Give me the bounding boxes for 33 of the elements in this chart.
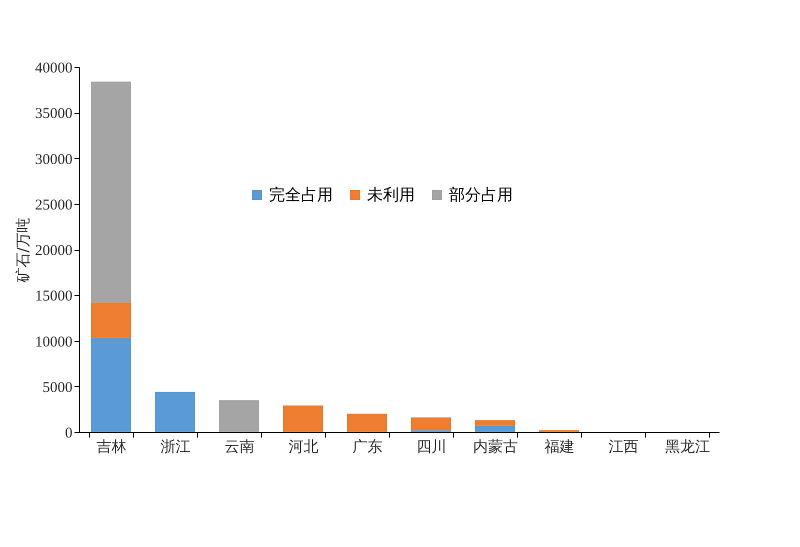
y-tick-label: 30000: [35, 152, 72, 168]
y-tick-label: 35000: [35, 106, 72, 122]
x-tick-label: 广东: [352, 438, 382, 456]
legend-label: 未利用: [367, 185, 415, 204]
bar: [155, 392, 195, 432]
x-tick-label: 内蒙古: [473, 438, 518, 456]
y-tick-label: 10000: [35, 334, 72, 350]
bar: [347, 414, 387, 432]
bar: [91, 337, 131, 432]
y-tick-label: 40000: [35, 60, 72, 76]
x-tick-label: 云南: [224, 438, 254, 456]
legend-label: 完全占用: [269, 185, 333, 204]
bar: [411, 417, 451, 430]
x-tick-label: 江西: [608, 438, 638, 456]
bar: [91, 82, 131, 302]
x-tick-label: 黑龙江: [665, 438, 710, 456]
y-tick-label: 0: [65, 426, 72, 442]
y-tick-label: 5000: [42, 380, 72, 396]
bar: [475, 426, 515, 432]
x-tick-label: 浙江: [160, 438, 190, 456]
legend-label: 部分占用: [449, 185, 513, 204]
x-tick-label: 河北: [288, 438, 318, 456]
bar: [91, 302, 131, 338]
y-axis-title: 矿石/万吨: [14, 217, 32, 284]
x-tick-label: 四川: [416, 438, 446, 456]
x-tick-label: 吉林: [96, 438, 126, 456]
x-tick-label: 福建: [544, 438, 574, 456]
y-tick-label: 20000: [35, 243, 72, 259]
bar: [219, 400, 259, 432]
y-tick-label: 15000: [35, 288, 72, 305]
bar: [475, 420, 515, 426]
bar: [283, 406, 323, 432]
y-tick-label: 25000: [35, 197, 72, 214]
